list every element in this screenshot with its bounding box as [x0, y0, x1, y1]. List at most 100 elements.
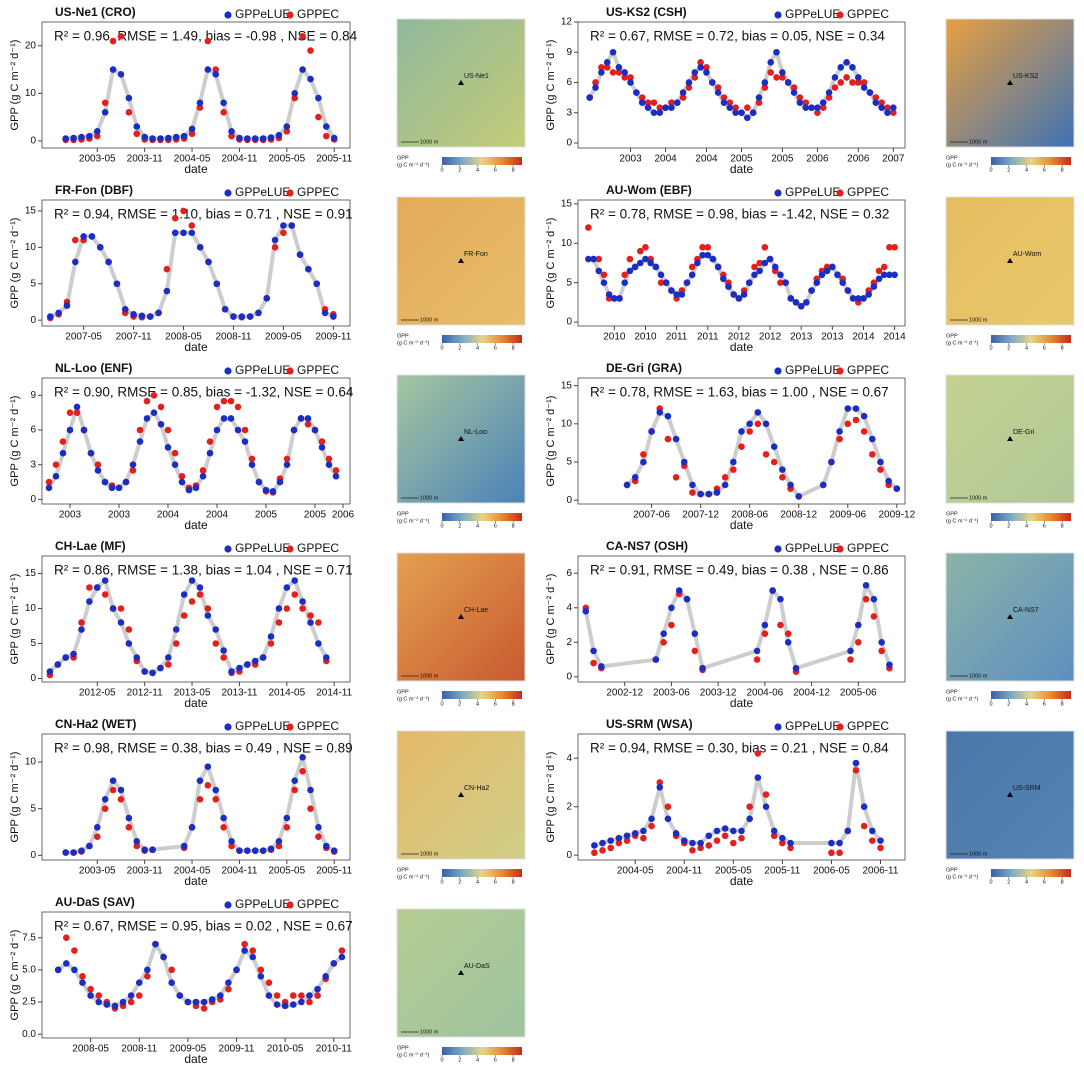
- scale-label: 1000 m: [420, 139, 439, 145]
- point: [314, 992, 321, 999]
- legend-label: GPPeLUE: [785, 185, 840, 199]
- scale-label: 1000 m: [420, 495, 439, 501]
- x-axis-label: date: [730, 162, 754, 176]
- x-tick-label: 2014: [852, 332, 875, 343]
- point: [101, 478, 109, 486]
- point: [703, 69, 710, 76]
- legend-marker: [224, 723, 232, 731]
- point: [109, 37, 117, 45]
- colorbar-tick-label: 4: [1025, 167, 1028, 173]
- point: [726, 104, 734, 111]
- point: [52, 461, 60, 468]
- y-axis-label: GPP (g C m⁻² d⁻¹): [545, 752, 557, 843]
- scale-label: 1000 m: [969, 139, 988, 145]
- x-tick-label: 2007-06: [633, 510, 670, 521]
- legend-marker: [224, 11, 232, 19]
- point: [761, 259, 769, 267]
- point: [307, 75, 314, 83]
- point: [157, 664, 164, 672]
- point: [738, 109, 745, 117]
- point: [590, 255, 597, 263]
- point: [220, 654, 227, 661]
- point: [307, 612, 314, 619]
- point: [46, 668, 54, 675]
- point: [180, 612, 188, 619]
- point: [754, 409, 762, 416]
- colorbar-label: (g C m⁻² d⁻¹): [946, 162, 979, 168]
- legend-label: GPPEC: [847, 541, 889, 555]
- site-label: US-Ne1: [464, 73, 489, 80]
- point: [80, 233, 87, 240]
- point: [220, 415, 228, 422]
- point: [886, 271, 893, 279]
- x-tick-label: 2002-12: [606, 688, 643, 699]
- point: [188, 598, 196, 605]
- point: [117, 619, 125, 626]
- stats-annotation: R² = 0.94, RMSE = 1.10, bias = 0.71 , NS…: [54, 207, 353, 222]
- point: [163, 265, 171, 273]
- x-tick-label: 2004-05: [174, 154, 211, 165]
- point: [150, 392, 158, 399]
- point: [836, 839, 843, 847]
- point: [322, 972, 329, 980]
- y-axis-label: GPP (g C m⁻² d⁻¹): [9, 752, 21, 843]
- point: [644, 99, 652, 106]
- legend-marker: [836, 545, 844, 553]
- point: [777, 595, 784, 603]
- point: [180, 229, 187, 237]
- point: [656, 104, 664, 111]
- point: [70, 849, 77, 856]
- point: [836, 428, 843, 435]
- y-tick-label: 12: [561, 17, 573, 28]
- point: [273, 1001, 281, 1008]
- point: [138, 312, 146, 320]
- y-tick-label: 2: [566, 801, 572, 812]
- point: [787, 839, 794, 847]
- x-axis-label: date: [184, 874, 208, 888]
- site-marker: [458, 614, 464, 619]
- point: [697, 490, 704, 498]
- site-label: NL-Loo: [464, 429, 487, 436]
- stats-annotation: R² = 0.67, RMSE = 0.72, bias = 0.05, NSE…: [590, 29, 885, 44]
- point: [886, 243, 893, 251]
- point: [251, 135, 259, 142]
- point: [603, 59, 611, 66]
- point: [689, 481, 696, 489]
- point: [188, 229, 196, 237]
- point: [699, 251, 706, 259]
- point: [267, 845, 275, 853]
- x-tick-label: 2010-05: [267, 1044, 304, 1055]
- colorbar-label: GPP: [946, 511, 958, 517]
- point: [244, 135, 251, 142]
- y-tick-label: 15: [561, 199, 573, 210]
- x-tick-label: 2012: [728, 332, 751, 343]
- point: [860, 79, 868, 86]
- y-tick-label: 0: [566, 850, 572, 861]
- point: [283, 584, 291, 591]
- colorbar-tick-label: 8: [1061, 167, 1064, 173]
- legend-marker: [774, 545, 782, 553]
- point: [130, 311, 137, 318]
- colorbar-tick-label: 4: [476, 1057, 479, 1063]
- x-tick-label: 2009-05: [265, 332, 302, 343]
- point: [315, 824, 322, 831]
- point: [121, 305, 129, 313]
- point: [721, 473, 729, 481]
- colorbar-tick-label: 2: [1007, 879, 1010, 885]
- legend-label: GPPEC: [297, 363, 339, 377]
- point: [236, 847, 243, 854]
- point: [283, 461, 291, 468]
- x-tick-label: 2007: [882, 154, 905, 165]
- point: [125, 640, 133, 647]
- colorbar-label: GPP: [397, 333, 409, 339]
- point: [773, 48, 780, 56]
- colorbar-label: (g C m⁻² d⁻¹): [397, 874, 430, 880]
- point: [837, 64, 845, 71]
- colorbar-tick-label: 6: [494, 701, 497, 707]
- point: [664, 435, 672, 443]
- point: [66, 409, 74, 416]
- point: [283, 814, 291, 822]
- point: [825, 94, 833, 101]
- point: [318, 438, 326, 445]
- panel: NL-Loo (ENF) R² = 0.90, RMSE = 0.85, bias…: [9, 361, 526, 532]
